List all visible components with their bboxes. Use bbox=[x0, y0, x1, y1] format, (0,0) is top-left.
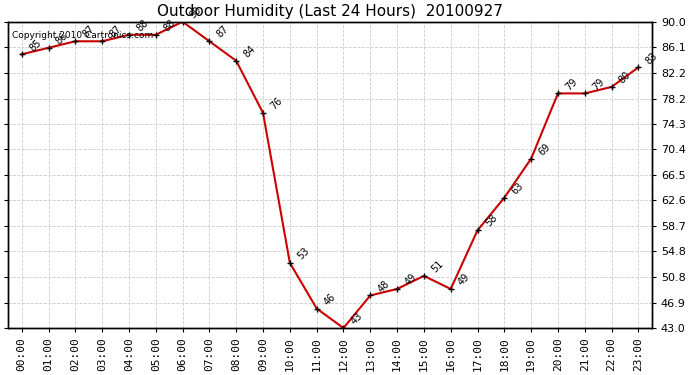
Text: 85: 85 bbox=[28, 37, 43, 53]
Text: 63: 63 bbox=[510, 181, 526, 196]
Text: 87: 87 bbox=[81, 24, 97, 40]
Text: Copyright 2010 Cartronics.com: Copyright 2010 Cartronics.com bbox=[12, 31, 152, 40]
Text: 87: 87 bbox=[108, 24, 124, 40]
Text: 46: 46 bbox=[322, 291, 338, 307]
Text: 86: 86 bbox=[54, 31, 70, 46]
Title: Outdoor Humidity (Last 24 Hours)  20100927: Outdoor Humidity (Last 24 Hours) 2010092… bbox=[157, 4, 503, 19]
Text: 80: 80 bbox=[617, 70, 633, 86]
Text: 79: 79 bbox=[564, 76, 580, 92]
Text: 83: 83 bbox=[644, 50, 660, 66]
Text: 79: 79 bbox=[591, 76, 606, 92]
Text: 48: 48 bbox=[376, 278, 392, 294]
Text: 88: 88 bbox=[135, 18, 150, 33]
Text: 84: 84 bbox=[241, 44, 257, 60]
Text: 49: 49 bbox=[456, 272, 472, 288]
Text: 76: 76 bbox=[268, 96, 284, 112]
Text: 88: 88 bbox=[161, 18, 177, 33]
Text: 51: 51 bbox=[429, 259, 445, 274]
Text: 87: 87 bbox=[215, 24, 230, 40]
Text: 43: 43 bbox=[349, 311, 365, 327]
Text: 49: 49 bbox=[403, 272, 418, 288]
Text: 58: 58 bbox=[483, 213, 499, 229]
Text: 69: 69 bbox=[537, 141, 553, 157]
Text: 90: 90 bbox=[188, 4, 204, 20]
Text: 53: 53 bbox=[295, 246, 311, 261]
